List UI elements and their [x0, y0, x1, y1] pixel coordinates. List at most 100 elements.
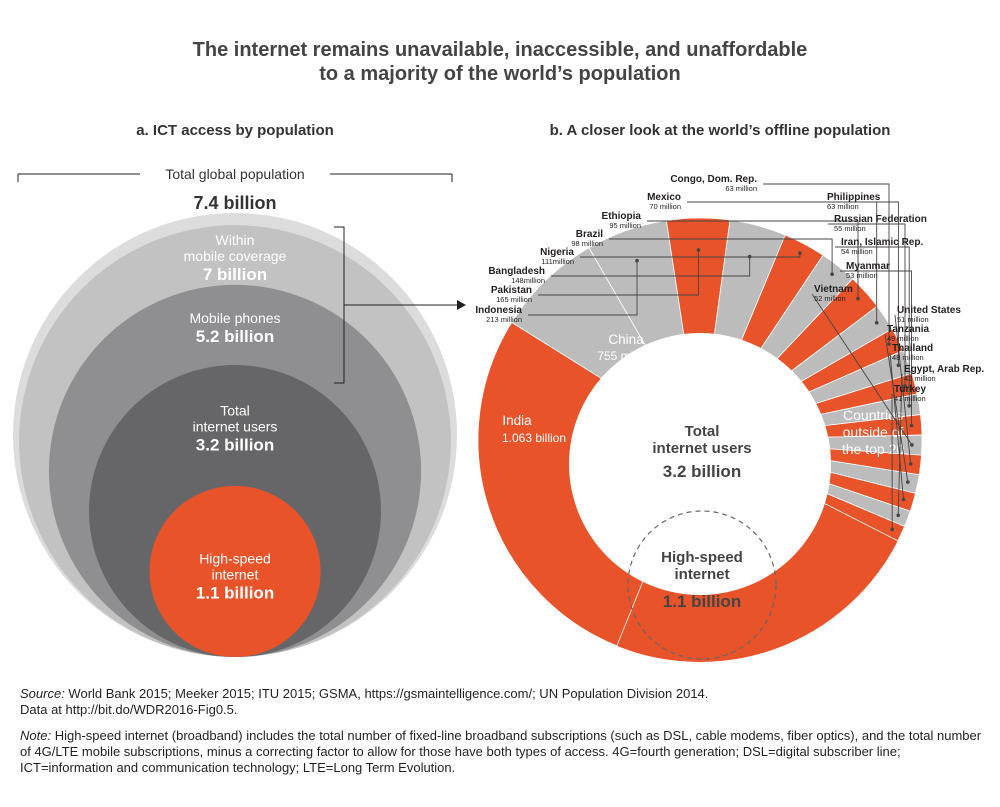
footnote: Note: High-speed internet (broadband) in…: [20, 728, 985, 776]
inner-label-internet: internet: [674, 566, 729, 583]
country-label-philippines: Philippines: [827, 192, 881, 203]
leader-dot-vietnam: [910, 443, 914, 447]
leader-dot-russian-federation: [903, 384, 907, 388]
ring-label-mobile-coverage: mobile coverage: [184, 248, 287, 264]
donut-chart: India 1.063 billion China 755 million Countr…: [477, 217, 923, 662]
center-label-total: Total: [685, 423, 720, 440]
high-speed-dashed-circle: [627, 510, 777, 660]
country-label-iran-islamic-rep: Iran, Islamic Rep.: [841, 237, 923, 248]
ring-value-7-billion: 7 billion: [203, 265, 267, 284]
india-value: 1.063 billion: [502, 431, 566, 445]
leader-brazil: [609, 238, 833, 275]
leader-thailand: [889, 352, 904, 500]
leader-vietnam: [811, 293, 913, 446]
country-value-thailand: 48 million: [892, 353, 924, 362]
china-value: 755 million: [597, 349, 654, 363]
country-value-iran-islamic-rep: 54 million: [841, 247, 873, 256]
leader-dot-nigeria: [798, 251, 802, 255]
leader-pakistan: [538, 250, 699, 296]
leader-dot-united-states: [908, 462, 913, 466]
leader-dot-pakistan: [696, 248, 701, 252]
total-population-value: 7.4 billion: [193, 193, 276, 213]
country-label-united-states: United States: [897, 305, 961, 316]
population-bracket: [17, 173, 453, 182]
center-value-total: 3.2 billion: [663, 462, 741, 481]
source-label: Source:: [20, 686, 65, 701]
ring-label-mobile-phones: Mobile phones: [189, 310, 280, 326]
leader-bangladesh: [551, 256, 751, 277]
panel-b: b. A closer look at the world’s offline …: [475, 122, 984, 662]
leader-indonesia: [528, 260, 638, 316]
leader-iran-islamic-rep: [835, 246, 910, 406]
country-label-bangladesh: Bangladesh: [488, 266, 545, 277]
country-value-tanzania: 49 million: [887, 334, 919, 343]
panel-a-title: a. ICT access by population: [136, 122, 334, 139]
note-text: High-speed internet (broadband) includes…: [20, 728, 982, 775]
country-value-vietnam: 52 million: [814, 294, 846, 303]
ring-value-5-2-billion: 5.2 billion: [196, 327, 274, 346]
population-bracket-label: Total global population: [165, 166, 304, 182]
leader-dot-indonesia: [635, 258, 639, 263]
country-value-pakistan: 165 million: [496, 295, 532, 304]
country-label-tanzania: Tanzania: [887, 324, 929, 335]
country-label-brazil: Brazil: [576, 229, 603, 240]
leader-russian-federation: [828, 223, 906, 387]
leader-myanmar: [840, 270, 912, 426]
leader-congo-dom-rep: [763, 183, 890, 344]
leader-dot-myanmar: [909, 423, 914, 428]
leader-dot-mexico: [874, 321, 879, 325]
inner-value-high-speed: 1.1 billion: [663, 592, 741, 611]
country-value-congo-dom-rep: 63 million: [725, 184, 757, 193]
leader-tanzania: [884, 333, 909, 483]
country-label-russian-federation: Russian Federation: [834, 214, 927, 225]
china-label: China: [608, 332, 644, 347]
mobile-bracket-arrowhead: [457, 300, 466, 310]
india-label: India: [502, 413, 532, 428]
leader-dot-philippines: [896, 363, 901, 368]
country-label-egypt-arab-rep: Egypt, Arab Rep.: [904, 364, 984, 375]
leader-dot-turkey: [890, 527, 894, 532]
leader-dot-brazil: [830, 272, 834, 277]
country-label-myanmar: Myanmar: [846, 261, 890, 272]
leader-philippines: [821, 201, 899, 366]
country-value-bangladesh: 148million: [511, 276, 545, 285]
inner-label-high-speed: High-speed: [661, 549, 743, 566]
country-value-indonesia: 213 million: [486, 315, 522, 324]
country-label-pakistan: Pakistan: [491, 285, 532, 296]
country-value-myanmar: 53 million: [846, 271, 878, 280]
ring-label-internet-users: internet users: [193, 418, 278, 434]
leader-ethiopia: [647, 220, 859, 299]
country-label-mexico: Mexico: [647, 192, 681, 203]
country-label-indonesia: Indonesia: [475, 305, 522, 316]
country-value-brazil: 98 million: [571, 239, 603, 248]
donut-hole: [569, 333, 831, 595]
country-label-ethiopia: Ethiopia: [602, 211, 642, 222]
country-value-mexico: 70 million: [649, 202, 681, 211]
center-label-internet-users: internet users: [652, 440, 751, 457]
country-label-thailand: Thailand: [892, 343, 933, 354]
source-note: Source: World Bank 2015; Meeker 2015; IT…: [20, 686, 985, 718]
data-link-text: Data at http://bit.do/WDR2016-Fig0.5.: [20, 702, 238, 717]
note-label: Note:: [20, 728, 52, 743]
ring-label-within: Within: [216, 232, 255, 248]
ring-label-total: Total: [220, 402, 250, 418]
country-label-vietnam: Vietnam: [814, 284, 853, 295]
country-value-nigeria: 111million: [541, 257, 574, 266]
leader-egypt-arab-rep: [897, 373, 903, 516]
country-value-philippines: 63 million: [827, 202, 859, 211]
ring-1-1-billion-circle: [149, 485, 321, 657]
leader-dot-tanzania: [906, 480, 910, 484]
country-label-congo-dom-rep: Congo, Dom. Rep.: [670, 174, 757, 185]
others-label-the-top-20: the top 20: [842, 441, 904, 457]
country-value-egypt-arab-rep: 42 million: [904, 374, 936, 383]
leader-dot-thailand: [901, 497, 906, 502]
country-value-turkey: 41 million: [894, 394, 926, 403]
panel-b-title: b. A closer look at the world’s offline …: [550, 122, 891, 139]
panel-a: a. ICT access by population Total global…: [13, 122, 466, 657]
leader-united-states: [894, 314, 912, 464]
country-value-russian-federation: 55 million: [834, 224, 866, 233]
country-label-nigeria: Nigeria: [540, 247, 574, 258]
